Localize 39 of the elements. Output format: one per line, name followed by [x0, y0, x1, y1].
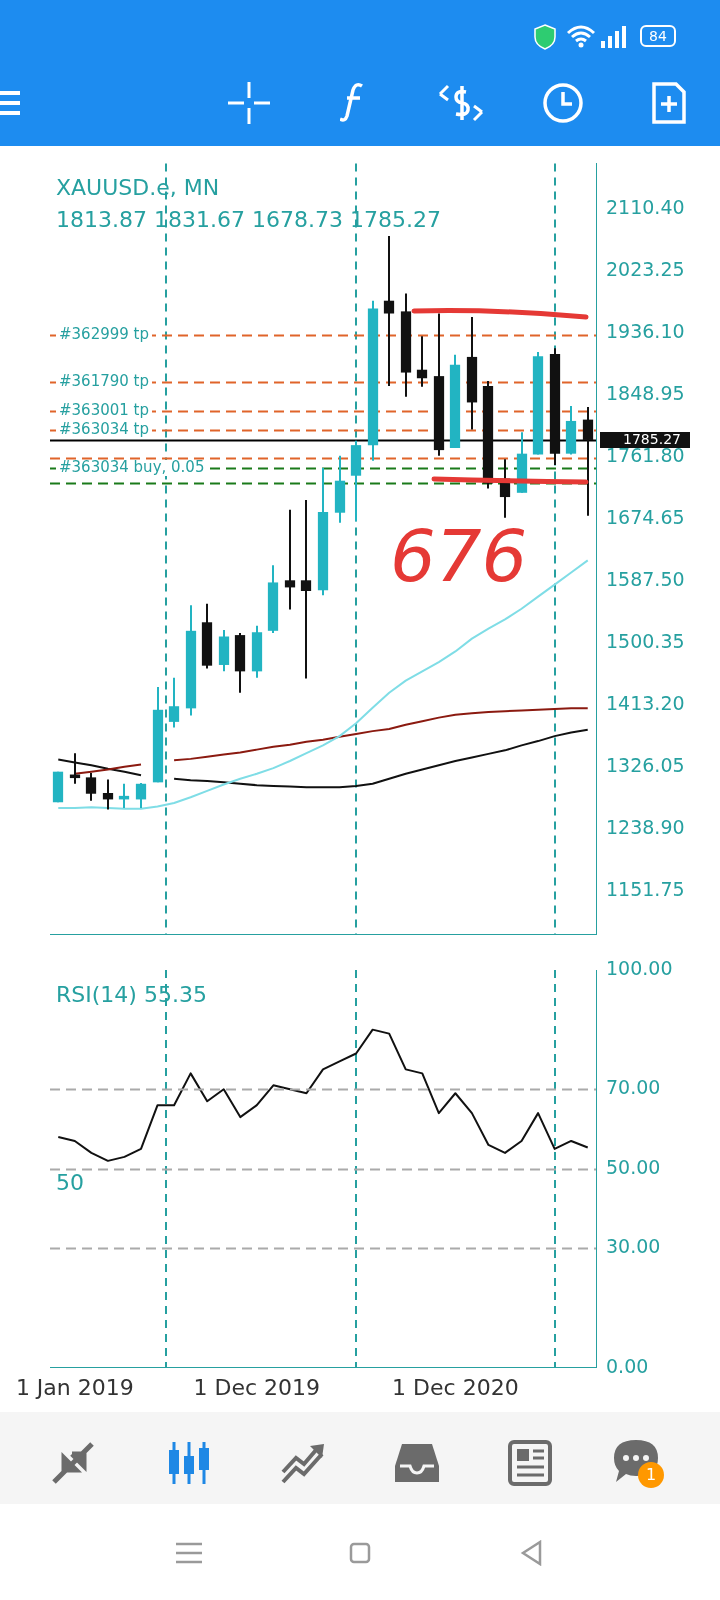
y-tick-label: 1413.20: [606, 691, 685, 714]
candlestick: [416, 335, 428, 388]
ref-line-label: #363034 tp: [59, 420, 149, 439]
candlestick: [300, 498, 312, 680]
y-tick-label: 1151.75: [606, 877, 685, 900]
candlestick: [284, 508, 296, 611]
ref-line-label: #363034 buy, 0.05: [59, 457, 205, 476]
x-tick-label: 1 Dec 2019: [193, 1374, 321, 1400]
candlestick: [383, 234, 395, 388]
y-tick-label: 1500.35: [606, 629, 685, 652]
x-tick-label: 1 Jan 2019: [15, 1374, 134, 1400]
candlestick: [102, 778, 114, 811]
y-tick-label: 30.00: [606, 1235, 661, 1258]
y-tick-label: 1587.50: [606, 567, 685, 590]
battery-icon: 84: [640, 25, 676, 47]
ref-line-label: #361790 tp: [59, 371, 149, 390]
y-tick-label: 1674.65: [606, 505, 685, 528]
text: XAUUSD.e, MN: [56, 175, 220, 201]
y-tick-label: 0.00: [606, 1354, 649, 1377]
candlestick: [135, 782, 147, 809]
y-tick-label: 1848.95: [606, 381, 685, 404]
ref-line-label: #363001 tp: [59, 400, 149, 419]
y-tick-label: 100.00: [606, 956, 673, 979]
ref-line-label: #362999 tp: [59, 324, 149, 343]
candlestick: [85, 772, 97, 802]
y-tick-label: 70.00: [606, 1076, 661, 1099]
text: RSI(14) 55.35: [56, 982, 207, 1007]
annotation: 676: [390, 514, 528, 599]
candlestick: [582, 405, 594, 517]
candlestick: [168, 676, 180, 729]
y-tick-label: 1326.05: [606, 753, 685, 776]
y-tick-label: 1238.90: [606, 815, 685, 838]
text: 1813.87 1831.67 1678.73 1785.27: [56, 207, 441, 233]
x-tick-label: 1 Dec 2020: [392, 1374, 519, 1400]
y-tick-label: 2023.25: [606, 257, 685, 280]
y-tick-label: 50.00: [606, 1155, 661, 1178]
y-tick-label: 2110.40: [606, 195, 685, 218]
ref-line-label: 50: [56, 1169, 84, 1195]
y-tick-label: 1936.10: [606, 319, 685, 342]
